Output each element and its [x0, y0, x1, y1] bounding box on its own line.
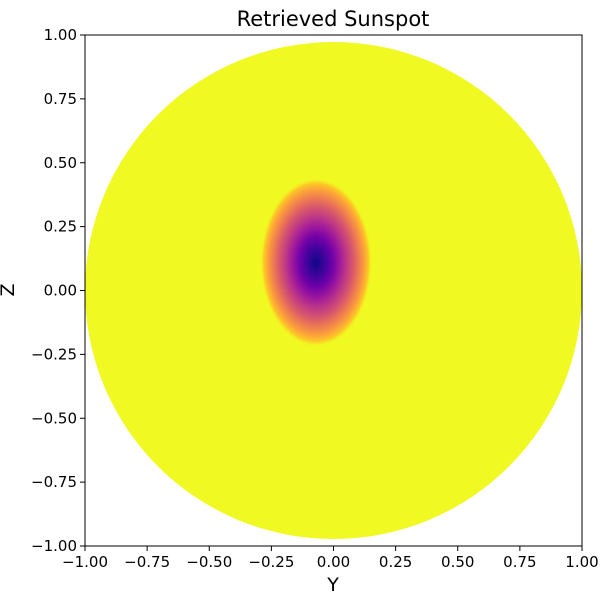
y-tick-label: 0.50: [44, 154, 77, 172]
x-tick-label: −0.75: [124, 553, 170, 571]
y-tick-label: −0.25: [31, 345, 77, 363]
y-tick-label: −0.50: [31, 409, 77, 427]
x-tick-label: 0.25: [379, 553, 412, 571]
plot-area: [84, 34, 583, 547]
x-tick-label: −1.00: [62, 553, 108, 571]
y-axis: −1.00 −0.75 −0.50 −0.25 0.00 0.25 0.50 0.75 1.00: [31, 26, 85, 555]
x-tick-label: −0.50: [186, 553, 232, 571]
x-axis: −1.00 −0.75 −0.50 −0.25 0.00 0.25 0.50 0.75 1.00: [62, 546, 599, 571]
y-tick-label: 0.00: [44, 282, 77, 300]
x-tick-label: −0.25: [248, 553, 294, 571]
y-tick-label: −1.00: [31, 537, 77, 555]
y-tick-label: 0.75: [44, 90, 77, 108]
y-tick-label: 1.00: [44, 26, 77, 44]
sunspot: [260, 178, 373, 347]
chart-title: Retrieved Sunspot: [237, 7, 430, 31]
x-tick-label: 1.00: [565, 553, 598, 571]
y-tick-label: −0.75: [31, 473, 77, 491]
x-tick-label: 0.75: [503, 553, 536, 571]
x-axis-label: Y: [326, 574, 339, 596]
y-tick-label: 0.25: [44, 218, 77, 236]
x-tick-label: 0.50: [441, 553, 474, 571]
x-tick-label: 0.00: [317, 553, 350, 571]
y-axis-label: Z: [0, 283, 19, 296]
